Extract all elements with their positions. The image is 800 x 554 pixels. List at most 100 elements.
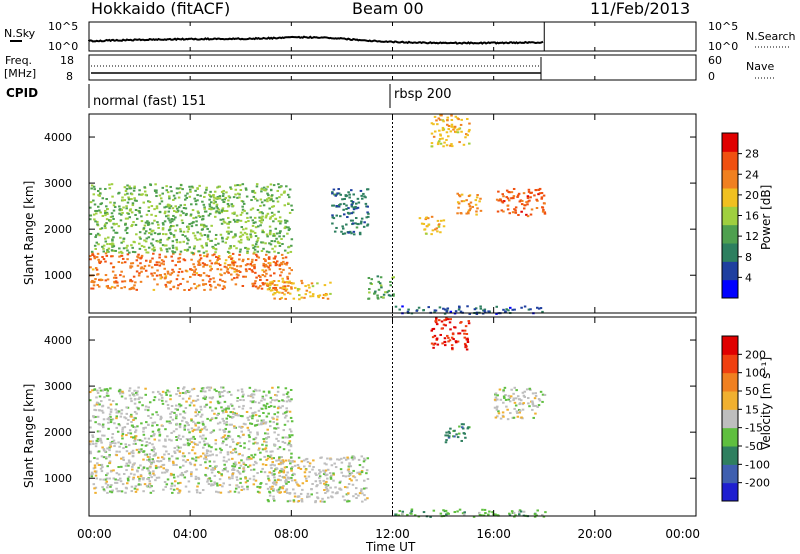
heatmap-cell [115,450,118,453]
heatmap-cell [222,189,225,192]
heatmap-cell [268,490,271,493]
heatmap-cell [281,436,285,439]
colorbar-tick-label: 28 [745,148,759,161]
heatmap-cell [207,214,211,217]
heatmap-cell [228,247,231,250]
heatmap-cell [210,208,213,211]
heatmap-cell [497,412,501,415]
heatmap-cell [476,207,479,210]
heatmap-cell [133,462,136,465]
heatmap-cell [332,188,336,191]
heatmap-cell [214,442,218,445]
heatmap-cell [183,476,187,479]
heatmap-cell [126,253,130,256]
heatmap-cell [138,231,142,234]
heatmap-cell [436,123,439,126]
heatmap-cell [138,236,142,239]
heatmap-cell [530,400,534,403]
heatmap-cell [152,246,156,249]
heatmap-cell [163,453,166,456]
heatmap-cell [323,471,327,474]
heatmap-cell [217,402,220,405]
heatmap-cell [99,437,102,440]
heatmap-cell [340,457,343,460]
heatmap-cell [125,246,128,249]
heatmap-cell [111,195,114,198]
heatmap-cell [430,342,434,345]
heatmap-cell [138,477,141,480]
heatmap-cell [239,399,242,402]
heatmap-cell [112,276,116,279]
heatmap-cell [502,389,505,392]
heatmap-cell [200,244,204,247]
heatmap-cell [102,258,106,261]
heatmap-cell [443,344,447,347]
heatmap-cell [272,220,275,223]
heatmap-cell [197,214,201,217]
heatmap-cell [94,278,97,281]
heatmap-cell [205,250,208,253]
heatmap-cell [352,455,355,458]
heatmap-cell [520,203,524,206]
heatmap-cell [167,236,171,239]
heatmap-cell [172,270,175,273]
heatmap-cell [140,220,144,223]
heatmap-cell [401,510,405,513]
heatmap-cell [331,204,334,207]
heatmap-cell [287,229,291,232]
heatmap-cell [182,240,186,243]
heatmap-cell [144,269,148,272]
heatmap-cell [245,270,248,273]
heatmap-cell [144,387,147,390]
heatmap-cell [142,267,146,270]
x-tick-label: 00:00 [665,527,700,541]
heatmap-cell [464,133,468,136]
heatmap-cell [283,262,287,265]
heatmap-cell [241,395,245,398]
heatmap-cell [163,244,167,247]
heatmap-cell [200,387,204,390]
heatmap-cell [346,456,349,459]
heatmap-cell [224,196,228,199]
heatmap-cell [133,402,137,405]
heatmap-cell [146,275,149,278]
heatmap-cell [456,131,460,134]
heatmap-cell [120,490,124,493]
heatmap-cell [215,390,218,393]
heatmap-cell [261,231,264,234]
heatmap-cell [273,272,276,275]
heatmap-cell [281,459,285,462]
heatmap-cell [224,241,228,244]
heatmap-cell [130,211,134,214]
heatmap-cell [526,203,529,206]
heatmap-cell [312,459,315,462]
heatmap-cell [225,443,228,446]
x-tick-label: 12:00 [375,527,410,541]
heatmap-cell [170,411,174,414]
heatmap-cell [468,142,471,145]
heatmap-cell [540,196,544,199]
heatmap-cell [524,204,527,207]
heatmap-cell [169,224,173,227]
heatmap-cell [465,345,468,348]
heatmap-cell [173,251,177,254]
heatmap-cell [450,118,454,121]
heatmap-cell [236,192,240,195]
heatmap-cell [541,206,544,209]
heatmap-cell [131,204,135,207]
x-axis-label: Time UT [365,540,416,554]
heatmap-cell [232,261,235,264]
heatmap-cell [288,188,292,191]
heatmap-cell [167,210,171,213]
heatmap-cell [106,491,109,494]
heatmap-cell [452,338,455,341]
heatmap-cell [176,487,179,490]
heatmap-cell [534,189,538,192]
heatmap-cell [245,458,249,461]
heatmap-cell [453,127,456,130]
heatmap-cell [147,246,151,249]
heatmap-cell [227,232,230,235]
heatmap-cell [252,246,255,249]
heatmap-cell [467,212,470,215]
heatmap-cell [225,423,228,426]
